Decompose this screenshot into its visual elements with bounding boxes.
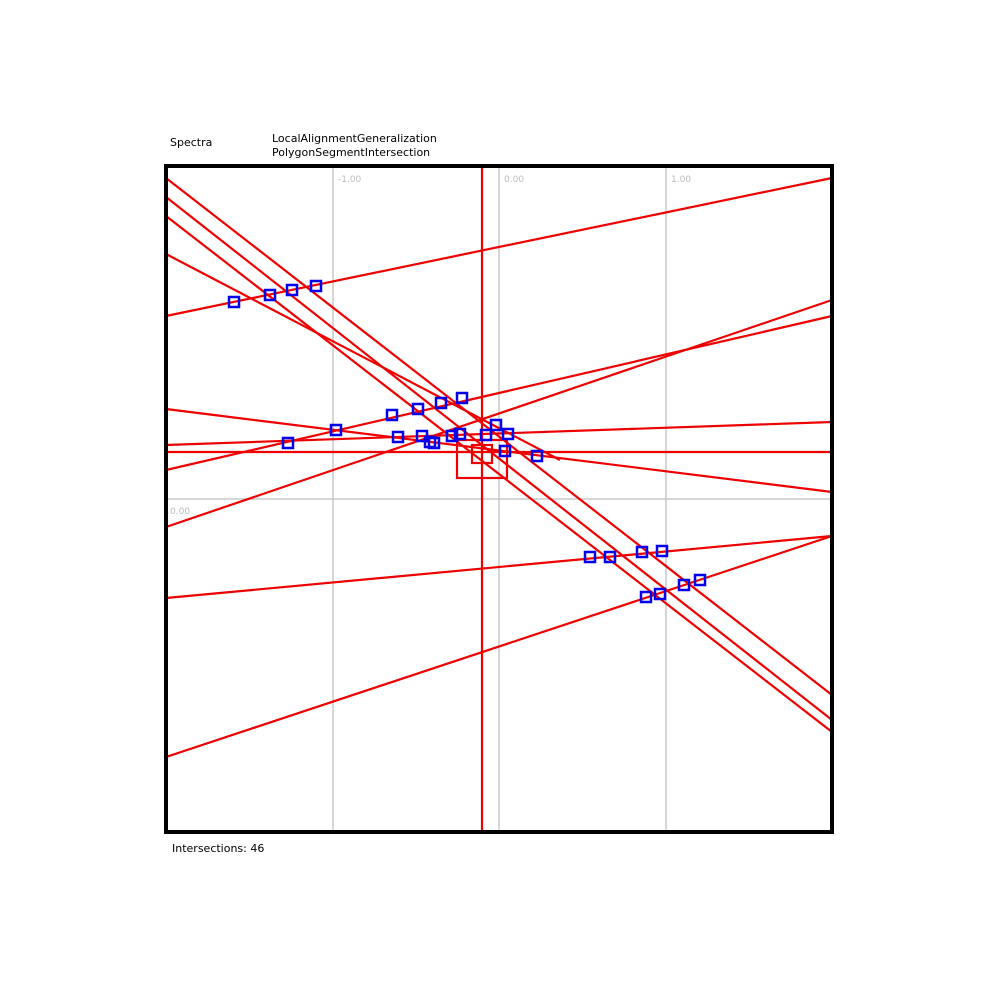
- grid: [166, 166, 832, 832]
- point-marker: [227, 295, 241, 309]
- segment: [165, 534, 833, 600]
- point-marker: [639, 590, 653, 604]
- point-marker: [501, 427, 515, 441]
- point-marker: [498, 444, 512, 458]
- segment: [165, 176, 833, 318]
- point-marker: [385, 408, 399, 422]
- point-marker: [309, 279, 323, 293]
- point-marker: [391, 430, 405, 444]
- segment: [165, 314, 833, 472]
- x-tick-label: 0.00: [504, 175, 524, 185]
- point-marker: [653, 587, 667, 601]
- segment: [165, 534, 833, 759]
- x-tick-label: 1.00: [671, 175, 691, 185]
- point-marker: [603, 550, 617, 564]
- point-marker: [583, 550, 597, 564]
- bounding-box: [470, 443, 494, 465]
- point-marker: [427, 436, 441, 450]
- point-marker: [655, 544, 669, 558]
- point-marker: [530, 449, 544, 463]
- point-marker: [445, 429, 459, 443]
- segment: [165, 298, 833, 529]
- header-subtitle: PolygonSegmentIntersection: [272, 146, 430, 159]
- segment: [165, 215, 833, 733]
- point-marker: [285, 283, 299, 297]
- point-marker: [677, 578, 691, 592]
- point-marker: [281, 436, 295, 450]
- segment: [165, 177, 833, 696]
- plot-frame: [164, 164, 834, 834]
- point-marker: [479, 428, 493, 442]
- point-marker: [411, 402, 425, 416]
- point-marker: [455, 391, 469, 405]
- point-marker: [434, 396, 448, 410]
- point-marker: [263, 288, 277, 302]
- point-marker: [329, 423, 343, 437]
- footer: Intersections: 46: [172, 842, 264, 855]
- point-marker: [453, 427, 467, 441]
- intersection-points: [227, 279, 707, 604]
- segment: [165, 253, 561, 461]
- segment: [165, 420, 833, 447]
- point-marker: [635, 545, 649, 559]
- point-marker: [693, 573, 707, 587]
- y-tick-label: 0.00: [170, 507, 190, 517]
- point-marker: [489, 418, 503, 432]
- x-tick-label: -1.00: [338, 175, 362, 185]
- segment: [165, 196, 833, 721]
- header-left: Spectra: [170, 136, 212, 149]
- header-title: LocalAlignmentGeneralization: [272, 132, 437, 145]
